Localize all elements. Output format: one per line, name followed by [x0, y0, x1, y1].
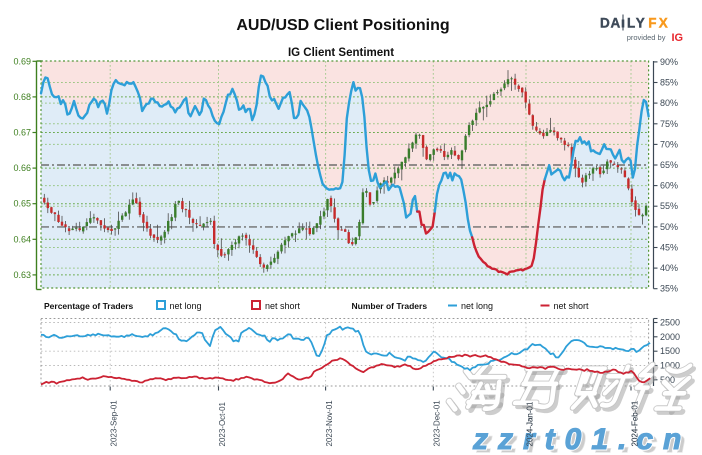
svg-text:provided by: provided by	[627, 33, 666, 42]
svg-text:net long: net long	[170, 301, 202, 311]
svg-text:1500: 1500	[660, 346, 680, 356]
svg-text:50%: 50%	[660, 222, 678, 232]
svg-text:80%: 80%	[660, 98, 678, 108]
svg-text:2024-Jan-01: 2024-Jan-01	[525, 401, 534, 446]
svg-text:55%: 55%	[660, 201, 678, 211]
svg-text:Number of Traders: Number of Traders	[352, 301, 428, 311]
svg-text:2023-Dec-01: 2023-Dec-01	[433, 400, 442, 447]
svg-text:90%: 90%	[660, 57, 678, 67]
svg-text:2023-Nov-01: 2023-Nov-01	[325, 400, 334, 447]
svg-text:zzrt01.cn: zzrt01.cn	[472, 423, 691, 455]
svg-text:IG: IG	[672, 32, 684, 44]
svg-text:70%: 70%	[660, 139, 678, 149]
svg-text:2024-Jan-01: 2024-Jan-01	[525, 401, 534, 446]
svg-text:A: A	[611, 16, 621, 31]
svg-text:40%: 40%	[660, 263, 678, 273]
svg-text:IG Client Sentiment: IG Client Sentiment	[288, 47, 394, 59]
svg-text:2024-Feb-01: 2024-Feb-01	[630, 400, 639, 446]
svg-text:2500: 2500	[660, 318, 680, 328]
svg-text:35%: 35%	[660, 284, 678, 294]
svg-text:2023-Oct-01: 2023-Oct-01	[218, 401, 227, 446]
svg-text:60%: 60%	[660, 181, 678, 191]
svg-text:65%: 65%	[660, 160, 678, 170]
svg-text:zzrt01.cn: zzrt01.cn	[472, 423, 691, 455]
svg-text:0.67: 0.67	[13, 128, 31, 138]
svg-text:2023-Sep-01: 2023-Sep-01	[110, 400, 119, 447]
svg-text:F: F	[648, 16, 656, 31]
svg-text:X: X	[659, 16, 668, 31]
svg-text:net short: net short	[554, 301, 590, 311]
svg-text:0.63: 0.63	[13, 270, 31, 280]
svg-text:Y: Y	[636, 16, 645, 31]
svg-text:85%: 85%	[660, 78, 678, 88]
svg-text:0.69: 0.69	[13, 56, 31, 66]
svg-text:net long: net long	[461, 301, 493, 311]
svg-text:0.68: 0.68	[13, 92, 31, 102]
svg-text:AUD/USD Client Positioning: AUD/USD Client Positioning	[236, 17, 449, 34]
svg-text:500: 500	[660, 375, 675, 385]
svg-text:0.65: 0.65	[13, 199, 31, 209]
svg-text:Percentage of Traders: Percentage of Traders	[44, 301, 134, 311]
svg-text:75%: 75%	[660, 119, 678, 129]
svg-text:zzrt01.cn: zzrt01.cn	[476, 426, 695, 455]
svg-text:L: L	[627, 16, 635, 31]
svg-text:2000: 2000	[660, 332, 680, 342]
svg-text:2024-Feb-01: 2024-Feb-01	[630, 400, 639, 446]
svg-text:0.64: 0.64	[13, 234, 31, 244]
svg-text:net short: net short	[265, 301, 301, 311]
svg-text:0.66: 0.66	[13, 163, 31, 173]
svg-text:45%: 45%	[660, 243, 678, 253]
svg-text:D: D	[600, 16, 610, 31]
